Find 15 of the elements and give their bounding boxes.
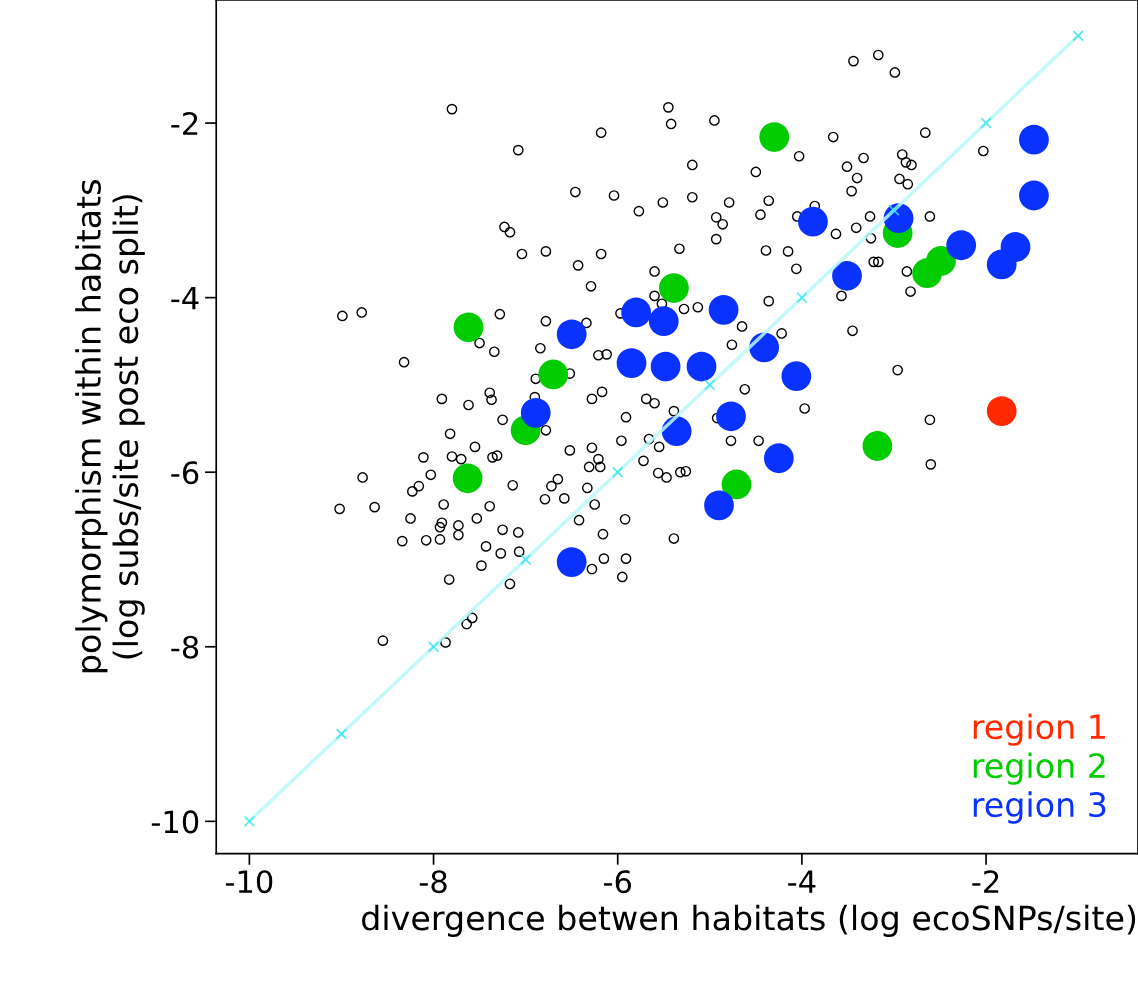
y-tick-label: -8 — [171, 635, 199, 659]
text: region 3 — [973, 791, 1106, 824]
text: region 2 — [973, 752, 1105, 785]
y-tick-label: -4 — [171, 286, 199, 310]
x-tick-label: -10 — [225, 870, 273, 894]
y-tick-label: -2 — [171, 112, 198, 135]
x-tick-label: -6 — [603, 870, 632, 894]
x-tick-label: -2 — [972, 870, 999, 893]
x-tick-label: -8 — [419, 870, 447, 894]
y-axis-title: polymorphism within habitats (log subs/site post eco split) — [75, 180, 145, 673]
x-axis-title: divergence betwen habitats (log ecoSNPs/site) — [362, 904, 1136, 937]
text: region 1 — [973, 713, 1105, 746]
x-tick-label: -4 — [788, 870, 816, 893]
y-tick-label: -10 — [151, 810, 199, 834]
y-tick-label: -6 — [171, 461, 199, 485]
